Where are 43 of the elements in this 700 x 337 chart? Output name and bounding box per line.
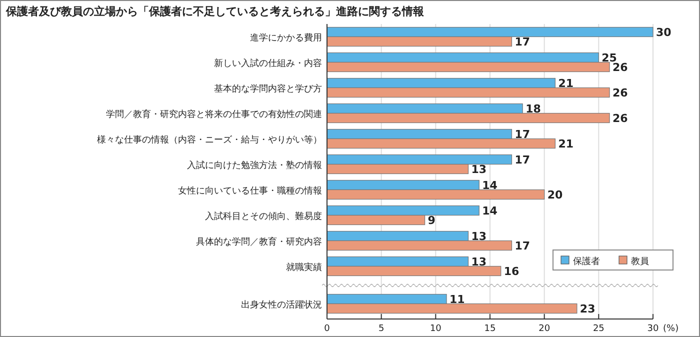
- data-label: 14: [482, 178, 498, 192]
- data-label: 13: [471, 255, 487, 268]
- y-tick-label: 入試科目とその傾向、難易度: [205, 210, 322, 222]
- y-tick-label: 入試に向けた勉強方法・塾の情報: [187, 160, 322, 171]
- y-tick-label: 出身女性の活躍状況: [241, 299, 322, 310]
- y-tick-label: 就職実績: [286, 262, 322, 273]
- x-tick-label: 15: [484, 324, 496, 334]
- y-tick-label: 進学にかかる費用: [250, 32, 322, 44]
- data-label: 26: [612, 112, 628, 125]
- data-label: 30: [656, 26, 672, 39]
- y-tick-label: 学問／教育・研究内容と将来の仕事での有効性の関連: [106, 108, 322, 120]
- data-label: 14: [482, 204, 498, 218]
- legend-label: 保護者: [573, 256, 600, 267]
- y-tick-label: 女性に向いている仕事・職種の情報: [178, 185, 322, 196]
- x-axis-title: (%): [663, 324, 679, 334]
- data-label: 23: [580, 302, 596, 316]
- data-label: 11: [450, 292, 465, 306]
- legend-label: 教員: [631, 256, 649, 267]
- data-label: 20: [547, 188, 563, 202]
- data-label: 21: [558, 76, 574, 90]
- x-tick-label: 10: [430, 324, 442, 334]
- data-label: 26: [612, 86, 628, 100]
- data-label: 26: [612, 60, 628, 74]
- data-label: 18: [526, 102, 541, 116]
- data-label: 17: [514, 153, 530, 166]
- data-label: 17: [514, 128, 530, 141]
- x-tick-label: 20: [538, 324, 550, 334]
- data-label: 9: [428, 214, 436, 227]
- y-tick-label: 様々な仕事の情報（内容・ニーズ・給与・やりがい等）: [97, 134, 322, 146]
- x-tick-label: 25: [592, 324, 604, 334]
- y-tick-label: 基本的な学問内容と学び方: [214, 83, 322, 94]
- data-label: 17: [514, 239, 530, 252]
- data-label: 16: [504, 264, 520, 278]
- y-tick-label: 新しい入試の仕組み・内容: [214, 58, 322, 69]
- y-tick-label: 具体的な学問／教育・研究内容: [196, 236, 322, 248]
- data-label: 21: [558, 137, 574, 150]
- data-label: 13: [471, 162, 487, 176]
- x-tick-label: 30: [647, 324, 659, 334]
- text: 保護者及び教員の立場から「保護者に不足していると考えられる」進路に関する情報: [5, 5, 425, 18]
- x-tick-label: 0: [324, 324, 330, 334]
- data-label: 17: [514, 35, 530, 48]
- data-label: 13: [471, 230, 487, 243]
- x-tick-label: 5: [378, 324, 384, 334]
